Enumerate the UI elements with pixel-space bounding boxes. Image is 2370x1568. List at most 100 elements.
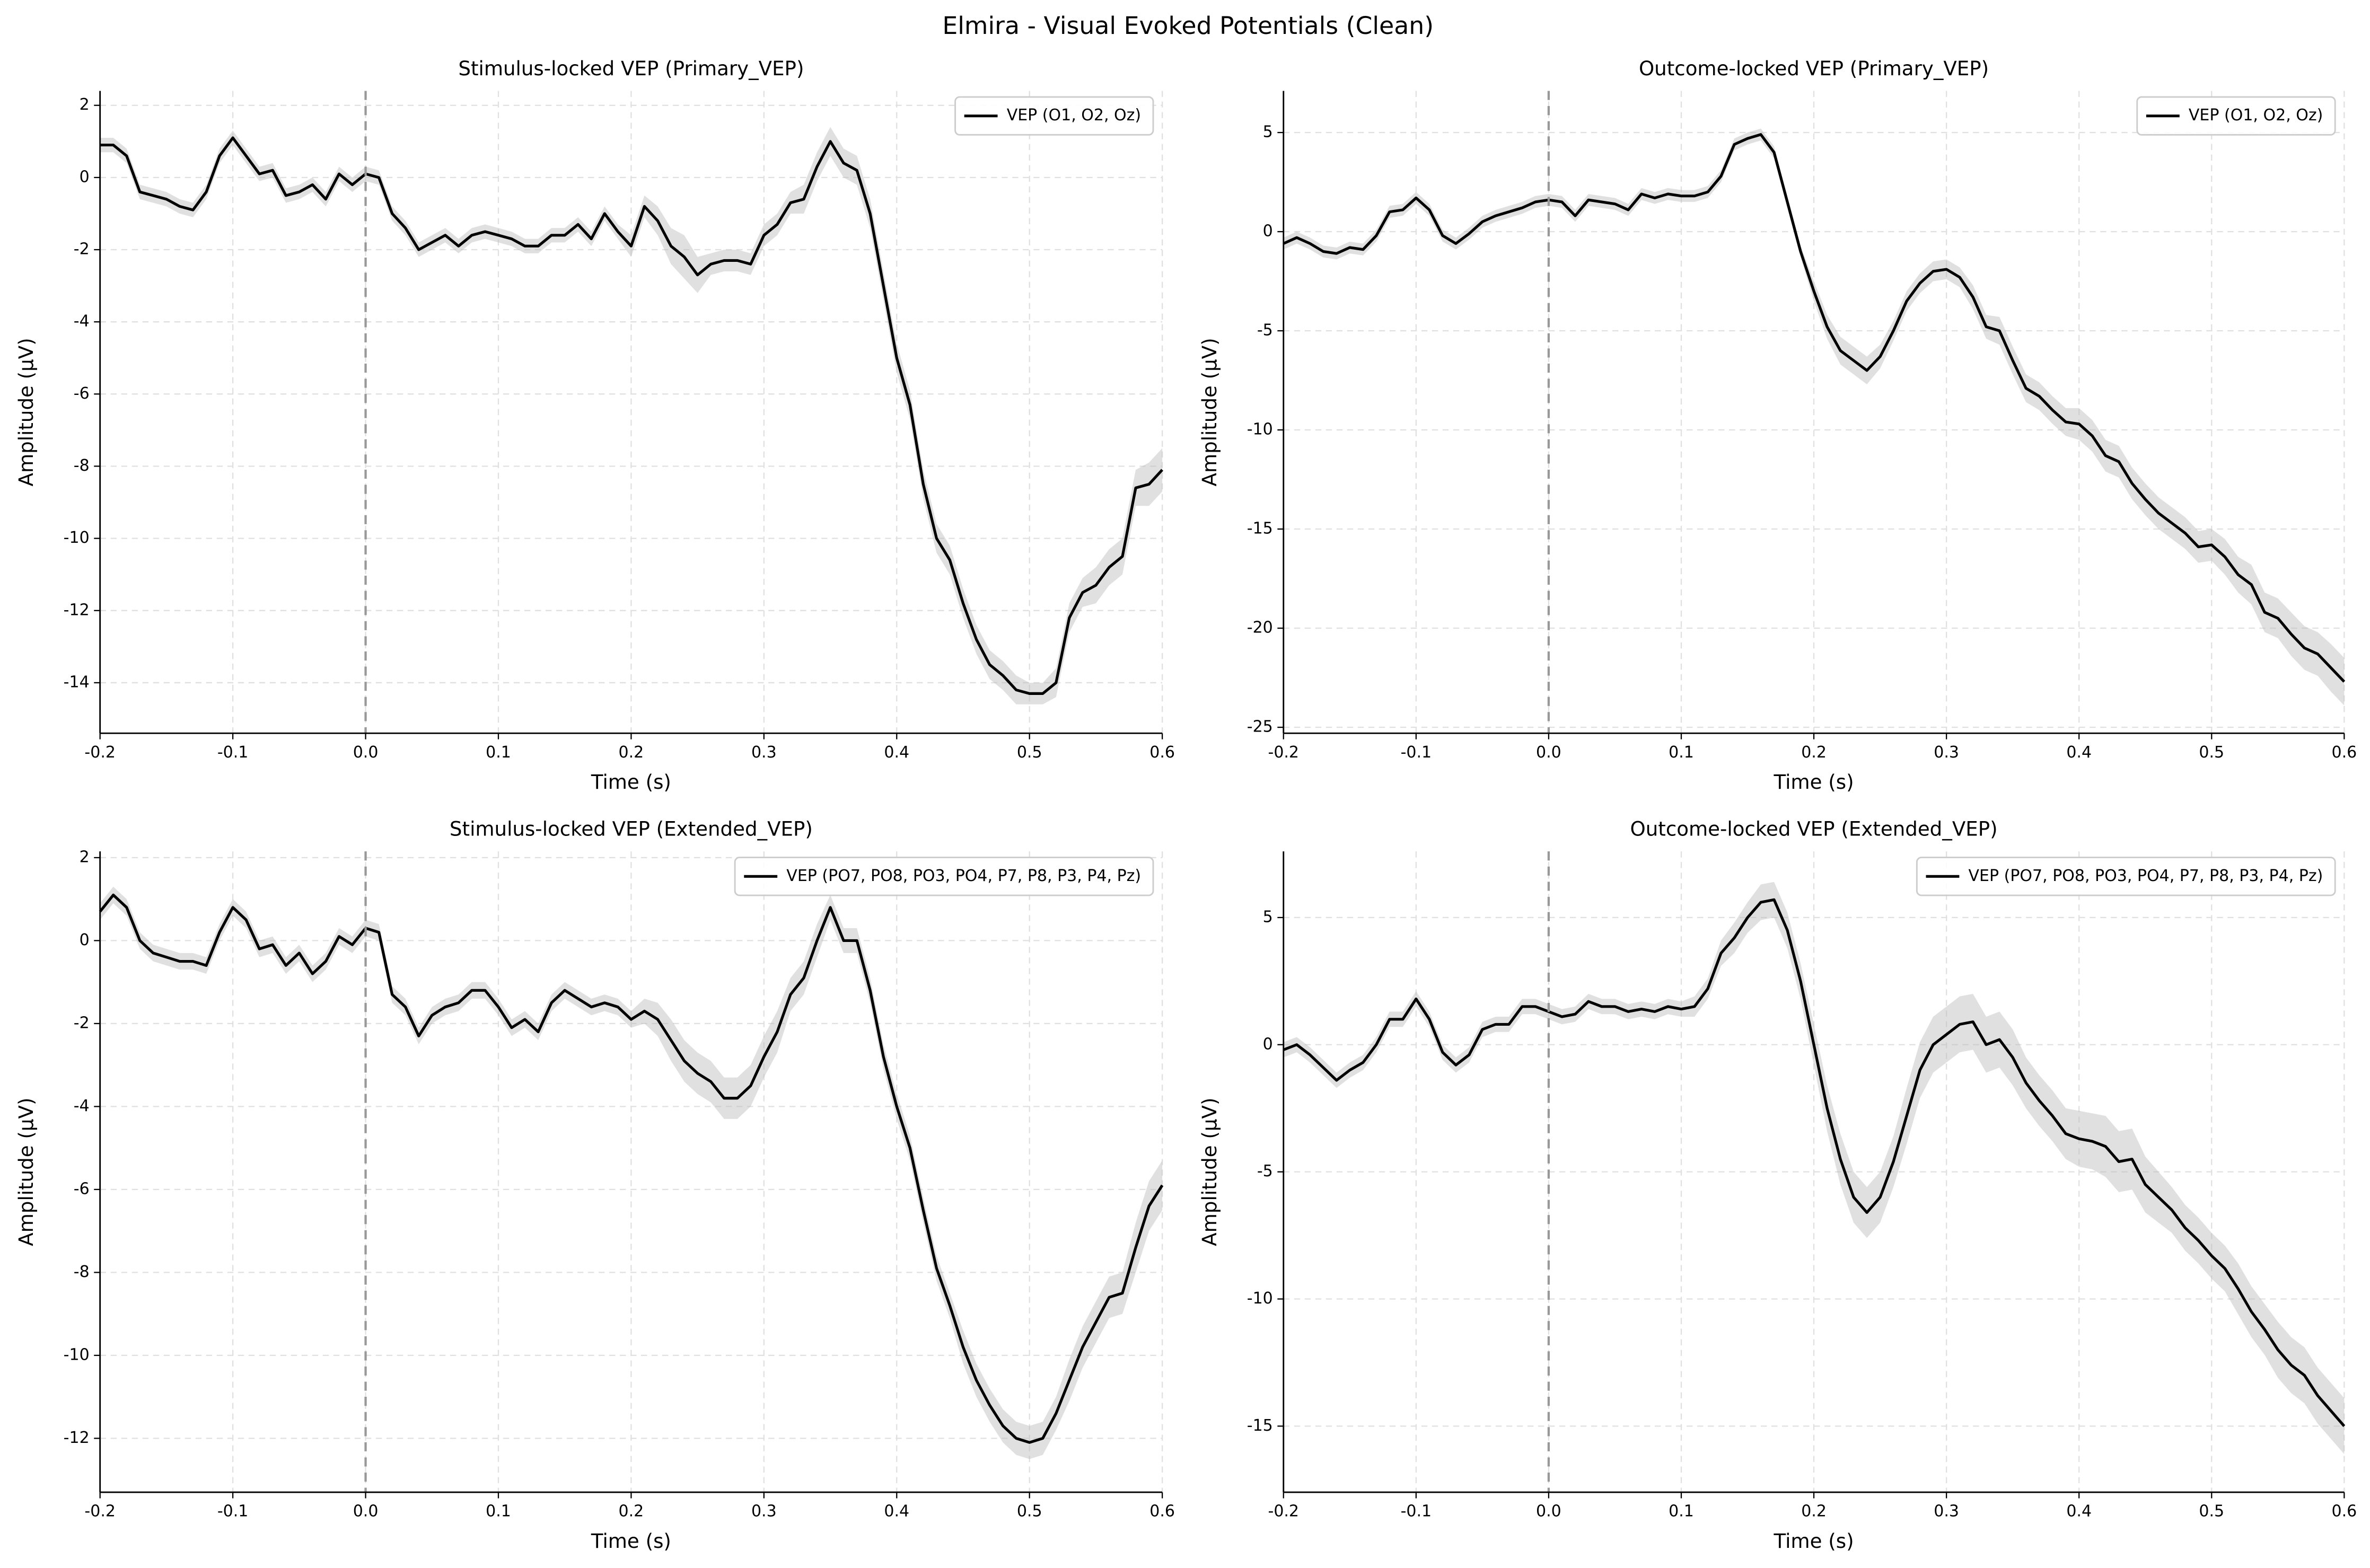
x-tick-label: 0.1 bbox=[1669, 743, 1694, 762]
figure-title: Elmira - Visual Evoked Potentials (Clean… bbox=[942, 12, 1434, 40]
y-tick-label: -6 bbox=[74, 1179, 90, 1198]
subplot-title: Outcome-locked VEP (Extended_VEP) bbox=[1630, 818, 1998, 841]
subplot-title: Stimulus-locked VEP (Extended_VEP) bbox=[450, 818, 813, 841]
legend-label: VEP (O1, O2, Oz) bbox=[2189, 106, 2323, 125]
legend: VEP (O1, O2, Oz) bbox=[2136, 96, 2336, 136]
legend-box bbox=[734, 857, 1154, 896]
y-tick-label: -10 bbox=[1247, 420, 1273, 439]
x-tick-label: 0.3 bbox=[1934, 743, 1959, 762]
x-tick-label: -0.1 bbox=[1401, 1502, 1432, 1521]
x-tick-label: 0.3 bbox=[751, 1502, 777, 1521]
x-tick-label: 0.5 bbox=[1017, 743, 1042, 762]
x-axis-label: Time (s) bbox=[591, 771, 671, 794]
subplot: -0.2 -0.1 0.0 0.1 0.2 0.3 0.4 0.5 0.6 -14 -12 -10 -8… bbox=[15, 57, 1175, 794]
series-line bbox=[100, 136, 1164, 695]
x-tick-label: -0.1 bbox=[217, 1502, 249, 1521]
x-tick-label: 0.6 bbox=[2331, 743, 2357, 762]
subplot: -0.2 -0.1 0.0 0.1 0.2 0.3 0.4 0.5 0.6 -12 -10 -8 -6 -… bbox=[15, 818, 1175, 1553]
y-tick-label: -2 bbox=[74, 240, 90, 259]
x-axis-label: Time (s) bbox=[591, 1530, 671, 1553]
x-tick-label: 0.0 bbox=[353, 1502, 379, 1521]
y-tick-label: 5 bbox=[1263, 123, 1273, 142]
x-tick-label: 0.5 bbox=[1017, 1502, 1042, 1521]
y-tick-label: -10 bbox=[64, 1345, 90, 1364]
x-tick-label: 0.2 bbox=[619, 1502, 644, 1521]
x-tick-label: 0.4 bbox=[884, 743, 909, 762]
x-tick-label: 0.2 bbox=[1801, 1502, 1827, 1521]
x-tick-label: 0.4 bbox=[2066, 743, 2092, 762]
legend-box bbox=[1916, 857, 2336, 896]
y-tick-label: 2 bbox=[80, 848, 90, 866]
x-tick-label: 0.6 bbox=[2331, 1502, 2357, 1521]
y-axis-label: Amplitude (µV) bbox=[15, 338, 38, 486]
legend-label: VEP (PO7, PO8, PO3, PO4, P7, P8, P3, P4,… bbox=[1969, 867, 2323, 885]
y-tick-label: 0 bbox=[1263, 1035, 1273, 1053]
x-tick-label: 0.4 bbox=[884, 1502, 909, 1521]
y-axis-label: Amplitude (µV) bbox=[1198, 1098, 1221, 1246]
x-tick-label: 0.3 bbox=[1934, 1502, 1959, 1521]
y-tick-label: -15 bbox=[1247, 1416, 1273, 1435]
x-axis-label: Time (s) bbox=[1774, 1530, 1854, 1553]
y-tick-label: 0 bbox=[1263, 222, 1273, 241]
subplot-title: Stimulus-locked VEP (Primary_VEP) bbox=[458, 57, 804, 80]
y-tick-label: -6 bbox=[74, 384, 90, 403]
y-tick-label: 0 bbox=[80, 168, 90, 186]
error-band bbox=[1283, 882, 2345, 1455]
x-tick-label: 0.1 bbox=[1669, 1502, 1694, 1521]
y-tick-label: -10 bbox=[1247, 1289, 1273, 1308]
x-tick-label: 0.1 bbox=[486, 1502, 511, 1521]
x-tick-label: 0.2 bbox=[619, 743, 644, 762]
y-tick-label: -15 bbox=[1247, 519, 1273, 538]
x-tick-label: 0.6 bbox=[1149, 743, 1175, 762]
series-line bbox=[1283, 133, 2346, 683]
y-tick-label: -5 bbox=[1257, 1162, 1273, 1181]
y-tick-label: 5 bbox=[1263, 908, 1273, 926]
x-tick-label: -0.2 bbox=[84, 1502, 116, 1521]
x-tick-label: -0.1 bbox=[1401, 743, 1432, 762]
series-line bbox=[99, 893, 1164, 1444]
y-tick-label: 2 bbox=[80, 95, 90, 114]
x-tick-label: -0.2 bbox=[84, 743, 116, 762]
x-tick-label: 0.2 bbox=[1801, 743, 1827, 762]
x-tick-label: 0.1 bbox=[486, 743, 511, 762]
legend: VEP (O1, O2, Oz) bbox=[954, 96, 1154, 136]
x-axis-label: Time (s) bbox=[1774, 771, 1854, 794]
legend-box bbox=[954, 96, 1154, 136]
subplot: -0.2 -0.1 0.0 0.1 0.2 0.3 0.4 0.5 0.6 -15 -10 -5 0 5 O… bbox=[1198, 818, 2357, 1553]
x-tick-label: 0.6 bbox=[1149, 1502, 1175, 1521]
y-tick-label: -12 bbox=[64, 601, 90, 619]
x-tick-label: 0.0 bbox=[1536, 743, 1561, 762]
y-tick-label: -5 bbox=[1257, 321, 1273, 340]
y-tick-label: -8 bbox=[74, 1263, 90, 1281]
legend: VEP (PO7, PO8, PO3, PO4, P7, P8, P3, P4,… bbox=[734, 857, 1154, 896]
x-tick-label: -0.2 bbox=[1268, 1502, 1299, 1521]
x-tick-label: 0.0 bbox=[1536, 1502, 1561, 1521]
legend: VEP (PO7, PO8, PO3, PO4, P7, P8, P3, P4,… bbox=[1916, 857, 2336, 896]
error-band bbox=[1283, 128, 2345, 706]
x-tick-label: -0.2 bbox=[1268, 743, 1299, 762]
y-tick-label: -4 bbox=[74, 312, 90, 331]
x-tick-label: 0.5 bbox=[2199, 743, 2224, 762]
x-tick-label: 0.0 bbox=[353, 743, 379, 762]
legend-box bbox=[2136, 96, 2336, 136]
y-tick-label: -14 bbox=[64, 673, 90, 691]
y-tick-label: 0 bbox=[80, 931, 90, 949]
y-tick-label: -10 bbox=[64, 528, 90, 547]
x-tick-label: 0.4 bbox=[2066, 1502, 2092, 1521]
subplot-title: Outcome-locked VEP (Primary_VEP) bbox=[1639, 57, 1989, 80]
x-tick-label: 0.5 bbox=[2199, 1502, 2224, 1521]
series-line bbox=[1283, 898, 2346, 1428]
x-tick-label: -0.1 bbox=[217, 743, 249, 762]
y-tick-label: -8 bbox=[74, 456, 90, 475]
y-axis-label: Amplitude (µV) bbox=[15, 1098, 38, 1246]
y-tick-label: -4 bbox=[74, 1097, 90, 1115]
error-band bbox=[100, 886, 1163, 1459]
y-tick-label: -2 bbox=[74, 1014, 90, 1032]
subplot: -0.2 -0.1 0.0 0.1 0.2 0.3 0.4 0.5 0.6 -25 -20 -15 -1… bbox=[1198, 57, 2357, 794]
legend-label: VEP (PO7, PO8, PO3, PO4, P7, P8, P3, P4,… bbox=[786, 867, 1141, 885]
y-tick-label: -12 bbox=[64, 1429, 90, 1447]
legend-label: VEP (O1, O2, Oz) bbox=[1007, 106, 1141, 125]
y-axis-label: Amplitude (µV) bbox=[1198, 338, 1221, 486]
